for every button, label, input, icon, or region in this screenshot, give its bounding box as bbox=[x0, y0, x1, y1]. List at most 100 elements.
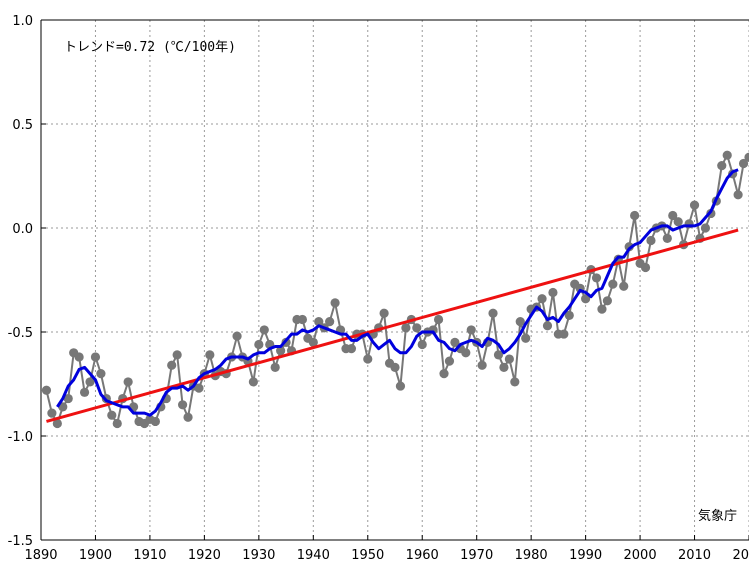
x-tick-label: 1920 bbox=[188, 548, 221, 562]
annual-data-point bbox=[499, 362, 509, 372]
annual-data-point bbox=[270, 362, 280, 372]
annual-data-point bbox=[439, 369, 449, 379]
annual-data-point bbox=[597, 304, 607, 314]
x-tick-label: 1930 bbox=[242, 548, 275, 562]
annual-data-point bbox=[41, 385, 52, 395]
annual-data-point bbox=[412, 323, 422, 333]
x-tick-label: 1900 bbox=[79, 548, 112, 562]
annual-data-point bbox=[346, 344, 357, 354]
annual-data-point bbox=[717, 161, 727, 171]
y-tick-labels: -1.5 -1.0 -0.5 0.0 0.5 1.0 bbox=[8, 14, 33, 549]
annual-data-point bbox=[581, 294, 591, 304]
source-label: 気象庁 bbox=[698, 508, 737, 524]
x-tick-label: 1940 bbox=[297, 548, 330, 562]
annual-data-point bbox=[47, 408, 57, 418]
x-tick-label: 1990 bbox=[569, 548, 602, 562]
annual-data-point bbox=[542, 321, 553, 331]
annual-data-point bbox=[548, 287, 558, 298]
annual-data-point bbox=[194, 383, 204, 393]
annual-data-point bbox=[493, 350, 504, 360]
annual-data-point bbox=[521, 333, 531, 343]
annual-data-point bbox=[85, 377, 95, 387]
y-tick-label: 0.5 bbox=[12, 118, 33, 133]
annual-data-point bbox=[259, 325, 269, 335]
annual-data-point bbox=[591, 273, 602, 283]
annual-data-point bbox=[395, 381, 406, 391]
annual-data-point bbox=[444, 356, 455, 366]
annual-data-point bbox=[74, 352, 84, 362]
annual-data-point bbox=[461, 348, 471, 358]
annual-data-point bbox=[673, 217, 683, 227]
annual-data-point bbox=[417, 339, 427, 350]
annual-data-point bbox=[602, 296, 613, 306]
annual-data-point bbox=[466, 325, 476, 335]
y-tick-label: 0.0 bbox=[12, 222, 33, 237]
y-tick-label: -0.5 bbox=[8, 326, 33, 341]
annual-data-point bbox=[738, 158, 749, 169]
annual-data-point bbox=[254, 339, 264, 350]
annual-data-point bbox=[248, 377, 258, 387]
annual-data-point bbox=[390, 362, 400, 372]
annual-data-point bbox=[504, 354, 514, 364]
annual-data-point bbox=[297, 314, 308, 325]
annual-data-point bbox=[662, 233, 672, 243]
annual-data-point bbox=[183, 412, 193, 422]
annual-data-point bbox=[363, 354, 373, 364]
annual-data-point bbox=[515, 317, 525, 327]
annual-data-point bbox=[276, 346, 286, 356]
x-tick-label: 2020 bbox=[732, 548, 749, 562]
annual-data-point bbox=[668, 210, 678, 221]
annual-data-point bbox=[689, 200, 700, 210]
annual-data-point bbox=[700, 223, 711, 233]
annual-series-line bbox=[45, 152, 749, 427]
x-tick-labels: 1890 1900 1910 1920 1930 1940 1950 1960 1970 1980… bbox=[24, 548, 749, 562]
grid-lines bbox=[41, 20, 749, 540]
annual-data-point bbox=[640, 262, 651, 273]
annual-data-point bbox=[401, 323, 411, 333]
annual-data-point bbox=[510, 377, 520, 387]
annual-data-point bbox=[123, 377, 133, 387]
running-mean-line bbox=[56, 168, 739, 417]
y-tick-label: -1.5 bbox=[8, 534, 33, 549]
annual-data-point bbox=[450, 337, 460, 347]
annual-data-point bbox=[564, 310, 574, 320]
annual-data-point bbox=[733, 190, 743, 200]
x-tick-label: 1960 bbox=[406, 548, 439, 562]
axes bbox=[40, 19, 749, 541]
annual-data-point bbox=[330, 298, 340, 308]
y-tick-label: -1.0 bbox=[8, 430, 33, 445]
annual-data-point bbox=[624, 242, 634, 252]
annual-data-point bbox=[308, 337, 318, 347]
x-tick-label: 1950 bbox=[351, 548, 384, 562]
x-tick-label: 1890 bbox=[24, 548, 57, 562]
annual-data-point bbox=[630, 210, 640, 221]
annual-data-point bbox=[96, 369, 106, 379]
annual-data-point bbox=[314, 317, 324, 327]
annual-data-point bbox=[488, 308, 498, 318]
annual-data-point bbox=[379, 308, 389, 318]
annual-data-point bbox=[63, 393, 73, 404]
annual-data-point bbox=[112, 418, 122, 429]
trend-annotation: トレンド=0.72 (℃/100年) bbox=[64, 40, 236, 55]
annual-data-point bbox=[90, 352, 101, 362]
trend-line bbox=[46, 228, 739, 423]
annual-data-point bbox=[608, 279, 618, 289]
annual-data-point bbox=[559, 329, 569, 339]
data-series bbox=[41, 150, 749, 429]
annual-data-point bbox=[537, 294, 547, 304]
annual-data-point bbox=[172, 350, 182, 360]
annual-data-point bbox=[232, 331, 242, 341]
x-tick-label: 1910 bbox=[133, 548, 166, 562]
x-tick-label: 2000 bbox=[624, 548, 657, 562]
x-tick-label: 1970 bbox=[460, 548, 493, 562]
annual-data-point bbox=[167, 360, 177, 370]
y-tick-label: 1.0 bbox=[12, 14, 33, 29]
annual-data-point bbox=[150, 416, 160, 427]
annual-data-point bbox=[79, 387, 90, 397]
annual-data-point bbox=[477, 360, 487, 370]
annual-data-point bbox=[744, 152, 749, 162]
annual-data-point bbox=[205, 350, 215, 360]
annual-data-point bbox=[52, 418, 62, 429]
annual-data-point bbox=[619, 281, 629, 291]
annual-data-point bbox=[433, 314, 444, 325]
